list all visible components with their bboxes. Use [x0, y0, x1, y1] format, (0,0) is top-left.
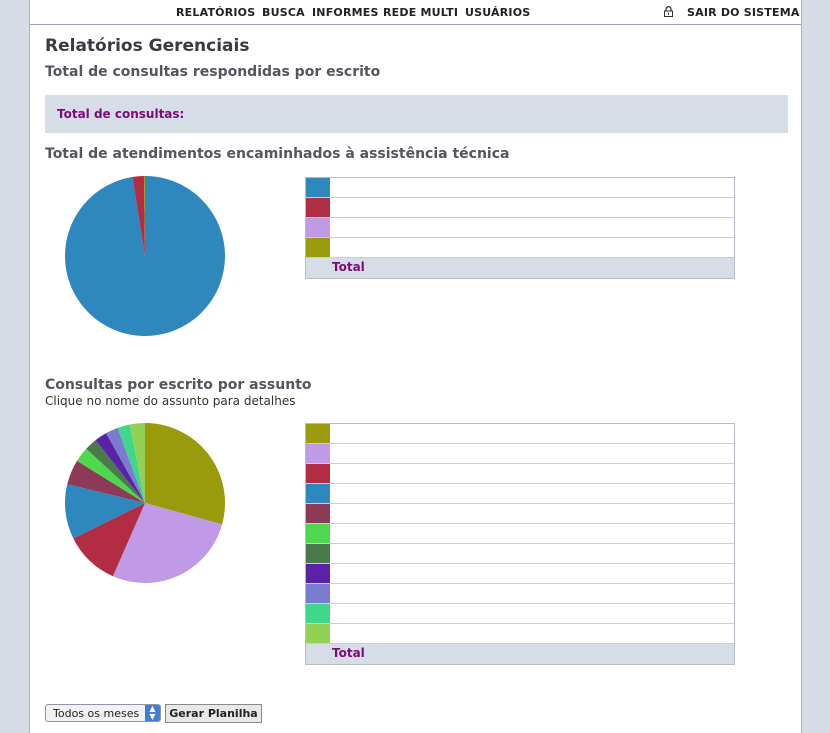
- month-select-value: Todos os meses: [53, 707, 140, 720]
- legend-assunto-total-row: Total: [306, 644, 734, 664]
- legend-assistencia-total-row: Total: [306, 258, 734, 278]
- legend-assistencia: Total: [305, 177, 735, 279]
- assunto-slice-1: [145, 423, 225, 525]
- assunto-slice-7: [86, 440, 145, 503]
- legend-assistencia-swatch-1: [306, 178, 330, 197]
- legend-assunto-swatch-8: [306, 564, 330, 583]
- legend-assunto-swatch-1: [306, 424, 330, 443]
- legend-assunto-swatch-6: [306, 524, 330, 543]
- lock-icon: [664, 6, 673, 17]
- section-assistencia-title: Total de atendimentos encaminhados à ass…: [45, 146, 510, 162]
- legend-assunto-row-4[interactable]: [306, 484, 734, 504]
- section-assunto-title: Consultas por escrito por assunto: [45, 377, 312, 393]
- assistencia-slice-4: [143, 176, 145, 256]
- assunto-slice-11: [129, 423, 145, 503]
- legend-assunto-swatch-11: [306, 624, 330, 643]
- legend-assunto-swatch-9: [306, 584, 330, 603]
- legend-assunto-swatch-10: [306, 604, 330, 623]
- legend-assunto-swatch-5: [306, 504, 330, 523]
- legend-assunto-total-label: Total: [332, 646, 365, 660]
- logout-link[interactable]: SAIR DO SISTEMA: [687, 6, 800, 19]
- pie-chart-assistencia: [64, 176, 225, 336]
- nav-busca[interactable]: BUSCA: [262, 6, 305, 19]
- legend-assunto-swatch-4: [306, 484, 330, 503]
- nav-informes[interactable]: INFORMES: [312, 6, 379, 19]
- legend-assistencia-row-3[interactable]: [306, 218, 734, 238]
- select-arrows-icon: ▲ ▼: [145, 705, 160, 721]
- legend-assunto-swatch-7: [306, 544, 330, 563]
- assunto-slice-10: [117, 424, 145, 503]
- total-consultas-label: Total de consultas:: [57, 107, 185, 121]
- legend-assistencia-row-4[interactable]: [306, 238, 734, 258]
- assunto-slice-9: [106, 427, 145, 503]
- legend-assunto-row-2[interactable]: [306, 444, 734, 464]
- assunto-slice-3: [73, 503, 145, 577]
- page-title: Relatórios Gerenciais: [45, 36, 250, 56]
- legend-assunto: Total: [305, 423, 735, 665]
- generate-spreadsheet-button[interactable]: Gerar Planilha: [165, 704, 262, 723]
- assunto-slice-2: [112, 503, 223, 583]
- legend-assunto-swatch-2: [306, 444, 330, 463]
- page-subtitle: Total de consultas respondidas por escri…: [45, 64, 381, 80]
- assunto-slice-4: [64, 484, 145, 539]
- legend-assunto-swatch-3: [306, 464, 330, 483]
- legend-assunto-row-8[interactable]: [306, 564, 734, 584]
- legend-assunto-row-10[interactable]: [306, 604, 734, 624]
- legend-assunto-row-9[interactable]: [306, 584, 734, 604]
- legend-assunto-row-1[interactable]: [306, 424, 734, 444]
- legend-assistencia-row-2[interactable]: [306, 198, 734, 218]
- legend-assunto-row-7[interactable]: [306, 544, 734, 564]
- legend-assistencia-row-1[interactable]: [306, 178, 734, 198]
- legend-assunto-row-3[interactable]: [306, 464, 734, 484]
- legend-assistencia-swatch-2: [306, 198, 330, 217]
- assunto-slice-6: [77, 448, 145, 503]
- legend-assistencia-total-label: Total: [332, 260, 365, 274]
- assistencia-slice-1: [64, 176, 225, 336]
- nav-relatorios[interactable]: RELATÓRIOS: [176, 6, 256, 19]
- month-select[interactable]: Todos os meses ▲ ▼: [45, 704, 161, 722]
- report-page: RELATÓRIOS BUSCA INFORMES REDE MULTI USU…: [29, 0, 802, 733]
- top-navigation: RELATÓRIOS BUSCA INFORMES REDE MULTI USU…: [30, 0, 801, 25]
- nav-rede-multi[interactable]: REDE MULTI: [383, 6, 459, 19]
- legend-assunto-row-11[interactable]: [306, 624, 734, 644]
- legend-assunto-row-5[interactable]: [306, 504, 734, 524]
- assunto-slice-5: [67, 460, 145, 503]
- nav-usuarios[interactable]: USUÁRIOS: [465, 6, 531, 19]
- assunto-slice-8: [95, 433, 145, 503]
- section-assunto-note: Clique no nome do assunto para detalhes: [45, 394, 296, 408]
- total-consultas-box: Total de consultas:: [45, 95, 788, 133]
- assistencia-slice-2: [132, 176, 145, 256]
- pie-chart-assunto: [64, 423, 225, 583]
- legend-assunto-row-6[interactable]: [306, 524, 734, 544]
- legend-assistencia-swatch-4: [306, 238, 330, 257]
- legend-assistencia-swatch-3: [306, 218, 330, 237]
